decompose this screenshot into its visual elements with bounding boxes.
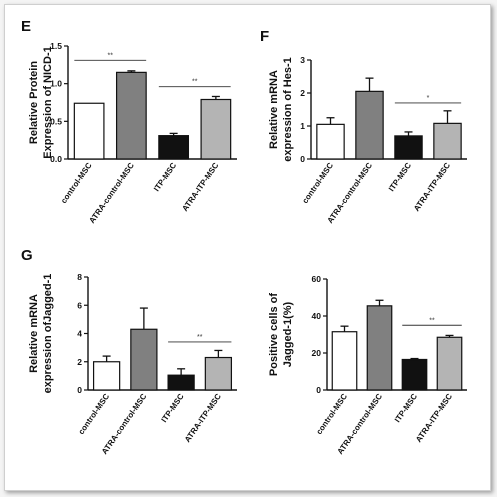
x-tick-label: control-MSC — [314, 392, 349, 436]
chart-panel-G: G Relative mRNA expression ofJagged-1 0 2 4 6 8… — [21, 247, 237, 456]
bar-control-msc — [73, 102, 105, 160]
bar-atra-control-msc — [355, 90, 384, 160]
y-tick-label: 0.0 — [50, 154, 62, 164]
y-tick-label: 2 — [77, 357, 82, 367]
x-tick-label: ITP-MSC — [160, 392, 186, 424]
x-tick-label: ITP-MSC — [393, 392, 419, 424]
panel-letter: G — [21, 247, 33, 264]
y-tick-label: 6 — [77, 300, 82, 310]
y-tick-label: 0 — [77, 385, 82, 395]
y-tick-label: 1 — [300, 121, 305, 131]
x-tick-label: control-MSC — [59, 161, 94, 205]
bar-control-msc — [316, 123, 345, 160]
x-tick-label: ATRA-control-MSC — [326, 161, 375, 225]
y-tick-label: 4 — [77, 329, 82, 339]
x-tick-label: ATRA-control-MSC — [87, 161, 136, 225]
y-tick-label: 0.5 — [50, 116, 62, 126]
y-tick-label: 40 — [312, 311, 322, 321]
y-axis-label: Jagged-1(%) — [282, 301, 294, 367]
y-axis-label: Relative Protein — [28, 61, 40, 144]
bar-itp-msc — [167, 374, 195, 391]
y-axis-label: Positive cells of — [268, 293, 280, 376]
x-tick-label: ATRA-ITP-MSC — [414, 392, 454, 444]
y-tick-label: 60 — [312, 274, 322, 284]
bar-atra-control-msc — [115, 71, 147, 160]
significance-label: * — [427, 95, 430, 102]
x-tick-label: control-MSC — [77, 392, 112, 436]
bar-itp-msc — [394, 135, 423, 160]
x-tick-label: ATRA-ITP-MSC — [180, 161, 220, 213]
y-axis-label: expression ofJagged-1 — [42, 274, 54, 394]
y-axis-label: Relative mRNA — [268, 70, 280, 149]
x-tick-label: ATRA-ITP-MSC — [183, 392, 223, 444]
y-axis-label: Relative mRNA — [28, 294, 40, 373]
y-tick-label: 1.0 — [50, 79, 62, 89]
bar-atra-control-msc — [130, 328, 158, 391]
y-axis-label: Expression of NICD-1 — [42, 46, 54, 158]
figure-frame: E Relative Protein Expression of NICD-1 0.0… — [4, 4, 491, 491]
chart-panel-F: F Relative mRNA expression of Hes-1 0 1 2 3 con… — [260, 28, 467, 225]
y-tick-label: 2 — [300, 88, 305, 98]
bar-atra-itp-msc — [433, 122, 462, 160]
bar-atra-control-msc — [366, 305, 393, 391]
chart-panel-E: E Relative Protein Expression of NICD-10.0… — [21, 18, 237, 225]
significance-label: ** — [197, 334, 203, 341]
chart-panel-h: Positive cells of Jagged-1(%) 0 20 40 60 contr… — [268, 274, 467, 456]
y-tick-label: 3 — [300, 55, 305, 65]
x-tick-label: ITP-MSC — [387, 161, 413, 193]
bar-control-msc — [92, 361, 121, 391]
bar-atra-itp-msc — [436, 336, 463, 391]
x-tick-label: ATRA-ITP-MSC — [412, 161, 452, 213]
y-tick-label: 20 — [312, 348, 322, 358]
y-tick-label: 1.5 — [50, 41, 62, 51]
panel-letter: E — [21, 18, 31, 35]
significance-label: ** — [429, 317, 435, 324]
significance-label: ** — [192, 79, 198, 86]
bar-itp-msc — [158, 135, 190, 160]
bar-atra-itp-msc — [204, 356, 233, 391]
bar-control-msc — [331, 331, 358, 391]
significance-label: ** — [108, 52, 114, 59]
figure-canvas: E Relative Protein Expression of NICD-10.0… — [21, 18, 467, 456]
bar-atra-itp-msc — [200, 98, 232, 160]
y-tick-label: 0 — [300, 154, 305, 164]
panel-letter: F — [260, 28, 269, 45]
y-tick-label: 0 — [316, 385, 321, 395]
x-tick-label: control-MSC — [300, 161, 335, 205]
y-axis-label: expression of Hes-1 — [282, 57, 294, 162]
x-tick-label: ITP-MSC — [152, 161, 178, 193]
bar-itp-msc — [401, 358, 428, 391]
y-tick-label: 8 — [77, 272, 82, 282]
